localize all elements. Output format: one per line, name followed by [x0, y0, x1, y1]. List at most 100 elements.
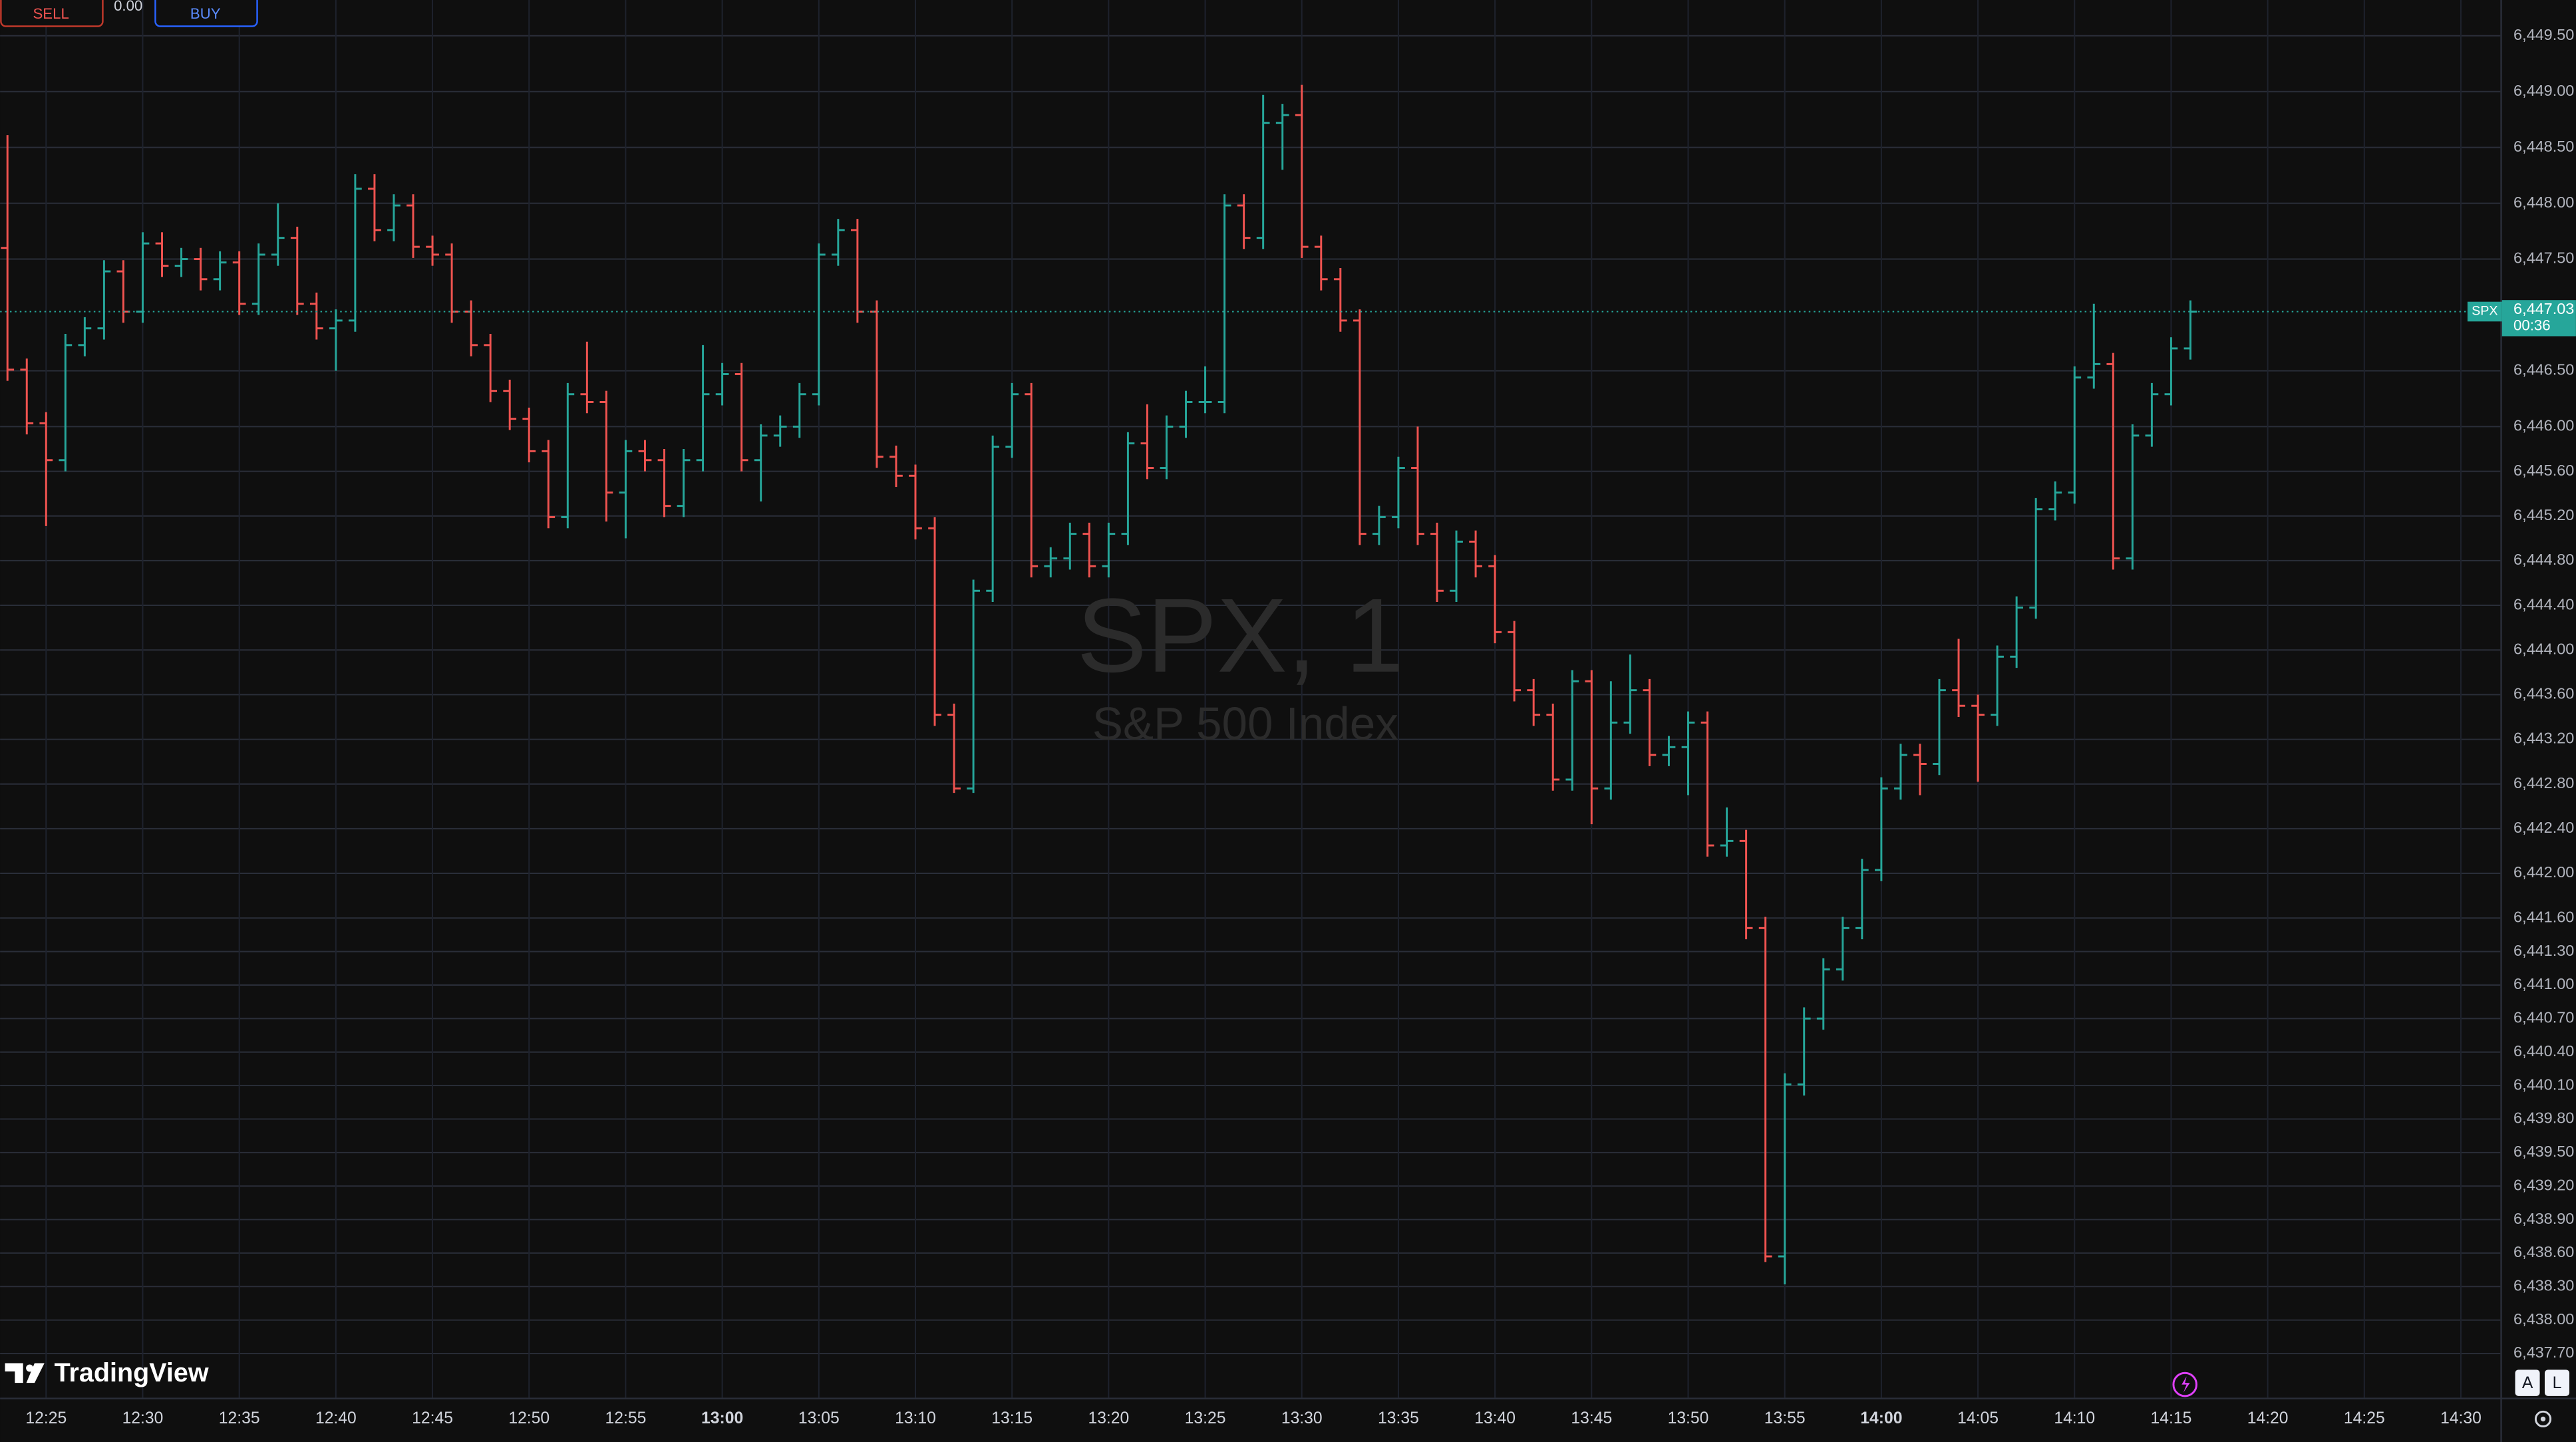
buy-label[interactable]: BUY: [190, 5, 221, 22]
ohlc-bar: [773, 415, 787, 447]
sell-label[interactable]: SELL: [33, 5, 69, 22]
scale-button-l-label[interactable]: L: [2553, 1374, 2562, 1392]
ohlc-bar: [522, 407, 536, 463]
buy-button-frame[interactable]: [154, 0, 258, 27]
y-tick-label: 6,442.80: [2513, 774, 2574, 792]
ohlc-bar: [1681, 711, 1695, 795]
ohlc-bar: [1082, 522, 1096, 578]
y-tick-label: 6,438.90: [2513, 1210, 2574, 1227]
series-tag-label: SPX: [2472, 304, 2498, 319]
settings-icon[interactable]: [2534, 1410, 2552, 1428]
ohlc-bar: [792, 382, 806, 438]
lightning-icon[interactable]: [2172, 1371, 2197, 1397]
ohlc-bar: [406, 194, 420, 258]
x-tick-label: 12:55: [605, 1409, 647, 1427]
ohlc-bar: [1952, 639, 1965, 717]
x-tick-label: 13:15: [991, 1409, 1033, 1427]
scale-button-l[interactable]: L: [2544, 1370, 2570, 1396]
y-tick-label: 6,439.80: [2513, 1109, 2574, 1127]
ohlc-bar: [174, 247, 188, 277]
logo-icon-v: [26, 1363, 45, 1383]
buy-button[interactable]: BUY: [154, 0, 258, 27]
ohlc-bar: [2010, 596, 2024, 668]
sell-button-frame[interactable]: [0, 0, 104, 27]
ohlc-bar: [1836, 917, 1850, 981]
ohlc-bar: [1237, 194, 1251, 249]
ohlc-bar: [1488, 555, 1502, 644]
x-tick-label: 13:40: [1474, 1409, 1516, 1427]
ohlc-bar: [329, 309, 343, 371]
ohlc-bar: [1643, 678, 1657, 766]
ohlc-bar: [1198, 366, 1212, 414]
ohlc-bar: [715, 362, 729, 406]
ohlc-bar: [2087, 303, 2101, 389]
ohlc-bar: [426, 235, 439, 266]
x-tick-label: 13:45: [1571, 1409, 1612, 1427]
x-tick-label: 13:30: [1281, 1409, 1323, 1427]
ohlc-bar: [2126, 424, 2140, 570]
y-tick-label: 6,443.60: [2513, 685, 2574, 702]
lightning-ring[interactable]: [2172, 1371, 2197, 1397]
ohlc-bar: [967, 579, 980, 793]
ohlc-bar: [1565, 670, 1579, 791]
scale-button-a-frame[interactable]: [2515, 1370, 2540, 1396]
lightning-bolt[interactable]: [2181, 1376, 2190, 1393]
ohlc-bar: [194, 247, 208, 291]
x-tick-label: 14:05: [1957, 1409, 1999, 1427]
ohlc-bar: [1469, 530, 1482, 578]
ohlc-bar: [1353, 309, 1367, 545]
ohlc-bar: [1333, 267, 1347, 332]
ohlc-bar: [1778, 1073, 1792, 1284]
x-tick-label: 14:30: [2440, 1409, 2482, 1427]
scale-button-a[interactable]: A: [2515, 1370, 2540, 1396]
ohlc-bar: [1411, 426, 1424, 545]
ohlc-bar: [1275, 104, 1289, 170]
ohlc-bar: [309, 292, 323, 340]
ohlc-bar: [1758, 917, 1772, 1262]
ohlc-bar: [1874, 777, 1888, 881]
axes: 6,449.50 6,449.00 6,448.50 6,448.00 6,447.50…: [25, 26, 2574, 1427]
ohlc-bar: [1913, 744, 1927, 795]
ohlc-bar: [1933, 678, 1946, 776]
ohlc-bar: [271, 203, 285, 266]
ohlc-bar: [1527, 678, 1541, 726]
y-tick-label: 6,448.50: [2513, 138, 2574, 155]
ohlc-bar: [503, 379, 517, 430]
settings-gear[interactable]: [2534, 1410, 2552, 1428]
ohlc-bar: [638, 440, 652, 472]
ohlc-bar: [97, 260, 111, 340]
logo: TradingView: [5, 1358, 209, 1387]
ohlc-bar: [561, 382, 575, 529]
ohlc-bar: [947, 703, 961, 793]
ohlc-bar: [986, 435, 1000, 603]
y-tick-label: 6,437.70: [2513, 1344, 2574, 1361]
y-tick-label: 6,439.50: [2513, 1143, 2574, 1160]
countdown-label: 00:36: [2513, 317, 2551, 334]
settings-hub[interactable]: [2540, 1416, 2546, 1422]
ohlc-bar: [2106, 353, 2120, 570]
scale-button-a-label[interactable]: A: [2522, 1374, 2533, 1392]
x-tick-label: 12:40: [315, 1409, 357, 1427]
y-tick-label: 6,444.40: [2513, 595, 2574, 613]
sell-button[interactable]: SELL: [0, 0, 104, 27]
ohlc-bar: [1392, 456, 1405, 529]
ohlc-bar: [1508, 621, 1522, 702]
ohlc-bar: [734, 362, 748, 472]
scale-button-l-frame[interactable]: [2544, 1370, 2570, 1396]
x-tick-label: 14:25: [2344, 1409, 2385, 1427]
ohlc-bar: [387, 194, 401, 241]
y-tick-label: 6,446.50: [2513, 361, 2574, 378]
ohlc-bar: [20, 358, 34, 435]
y-tick-label: 6,445.20: [2513, 506, 2574, 523]
ohlc-bar: [1662, 736, 1676, 766]
ohlc-bar: [1140, 404, 1154, 480]
ohlc-bars: [1, 84, 2197, 1284]
ohlc-bar: [2145, 382, 2159, 447]
y-tick-label: 6,441.60: [2513, 908, 2574, 925]
y-tick-label: 6,447.50: [2513, 249, 2574, 267]
ohlc-bar: [754, 424, 768, 502]
x-tick-label: 14:15: [2151, 1409, 2192, 1427]
x-tick-label: 14:20: [2247, 1409, 2289, 1427]
x-tick-label: 12:50: [508, 1409, 550, 1427]
